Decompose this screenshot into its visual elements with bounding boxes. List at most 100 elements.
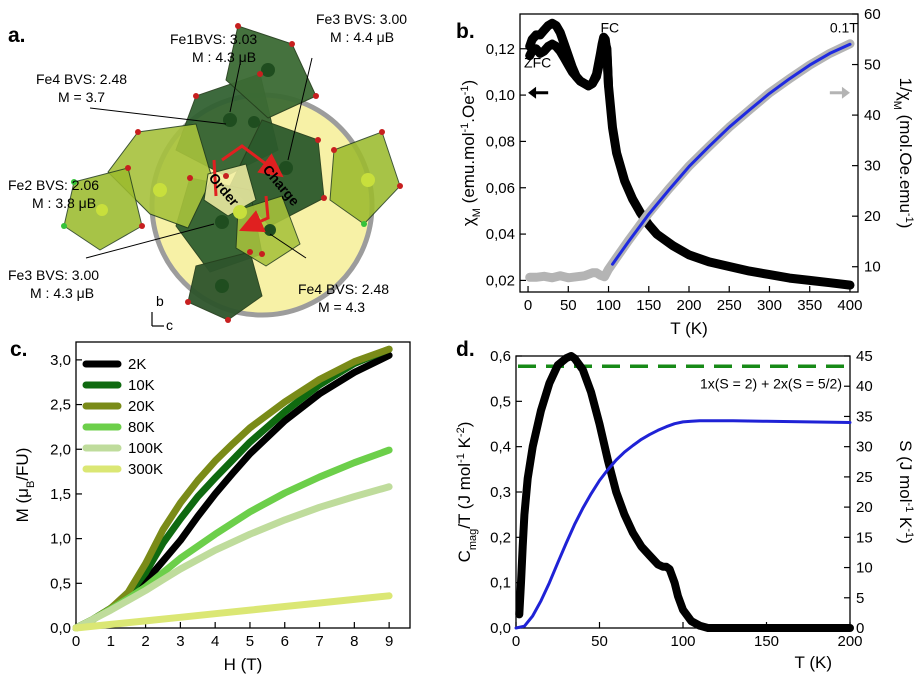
chart-d-plot-frame [515, 355, 851, 629]
panel-b-label: b. [456, 20, 475, 43]
chart-d-y2-tick-label: 20 [856, 499, 873, 516]
chart-d-x-axis-label: T (K) [795, 653, 832, 672]
chart-d-y2-tick-label: 40 [856, 378, 873, 395]
chart-d-x-tick-label: 50 [591, 633, 608, 650]
chart-d-x-tick-label: 150 [754, 633, 779, 650]
chart-b-y-axis-label: χM (emu.mol-1.Oe-1) [459, 80, 483, 226]
chart-b-y2-tick-label: 50 [864, 57, 881, 74]
chart-b-x-tick-label: 350 [797, 297, 822, 314]
chart-c-x-tick-label: 6 [281, 633, 289, 650]
chart-d-y2-tick-label: 10 [856, 560, 873, 577]
panel-c-label: c. [10, 338, 28, 361]
chart-c-x-tick-label: 9 [385, 633, 393, 650]
chart-d-reference-label: 1x(S = 2) + 2x(S = 5/2) [700, 375, 842, 391]
chart-c-y-tick-label: 1,0 [50, 531, 71, 548]
chart-c-y-tick-label: 3,0 [50, 352, 71, 369]
chart-d-y2-tick-label: 35 [856, 408, 873, 425]
chart-b-y-tick-label: 0,06 [486, 180, 515, 197]
chart-b-x-tick-label: 300 [757, 297, 782, 314]
chart-b-x-tick-label: 250 [717, 297, 742, 314]
fe-atoms [96, 63, 375, 293]
chart-b-x-tick-label: 400 [837, 297, 862, 314]
charge-order-arrows [212, 144, 284, 233]
chart-c-plot-frame [75, 341, 411, 629]
chart-b-series-fc [525, 18, 855, 290]
oxygen-atoms [61, 23, 403, 323]
panel-a-label: a. [8, 24, 26, 47]
chart-d-y2-tick-label: 30 [856, 439, 873, 456]
chart-c-series-2k [72, 351, 393, 632]
annotation-fe1-line2: M : 4.3 μB [192, 49, 256, 65]
chart-d-y2-tick-label: 0 [856, 620, 864, 637]
chart-b-x-tick-label: 200 [676, 297, 701, 314]
annotation-fe2-line1: Fe2 BVS: 2.06 [8, 177, 99, 193]
chart-c-x-tick-label: 0 [72, 633, 80, 650]
chart-c-series-10k [72, 345, 393, 632]
chart-d-y2-tick-label: 5 [856, 590, 864, 607]
chart-d-y-tick-label: 0,0 [490, 620, 511, 637]
chart-b-y-tick-label: 0,10 [486, 87, 515, 104]
chart-b-y2-tick-label: 30 [864, 158, 881, 175]
chart-b-x-tick-label: 100 [596, 297, 621, 314]
chart-c-series-20k [72, 345, 393, 632]
chart-c-x-axis-label: H (T) [224, 655, 263, 674]
chart-b-series-zfc [525, 35, 613, 91]
chart-c-x-tick-label: 8 [350, 633, 358, 650]
chart-c-y-tick-label: 0,0 [50, 620, 71, 637]
chart-c-x-tick-label: 1 [107, 633, 115, 650]
chart-b-x-axis-label: T (K) [670, 319, 707, 338]
annotation-fe3-bottom-line1: Fe3 BVS: 3.00 [8, 267, 99, 283]
chart-c-legend-label-20k: 20K [128, 398, 155, 415]
annotation-fe4-right-line1: Fe4 BVS: 2.48 [298, 281, 389, 297]
chart-c-y-tick-label: 2,5 [50, 397, 71, 414]
chart-c-y-tick-label: 0,5 [50, 575, 71, 592]
annotation-fe4-left-line2: M = 3.7 [58, 89, 105, 105]
panel-a: a. [8, 11, 407, 333]
chart-d-y-tick-label: 0,2 [490, 529, 511, 546]
chart-d-series-entropy [514, 419, 852, 630]
chart-c-legend-label-80k: 80K [128, 419, 155, 436]
chart-b-y2-tick-label: 60 [864, 6, 881, 23]
chart-c-legend-label-10k: 10K [128, 377, 155, 394]
chart-c-legend-label-300k: 300K [128, 461, 163, 478]
chart-c-x-tick-label: 4 [211, 633, 219, 650]
chart-b-y-tick-label: 0,12 [486, 41, 515, 58]
chart-c-legend-label-2k: 2K [128, 356, 146, 373]
chart-d-y-tick-label: 0,3 [490, 484, 511, 501]
annotation-fe3-top-line2: M : 4.4 μB [330, 29, 394, 45]
chart-d-x-tick-label: 100 [670, 633, 695, 650]
chart-b-right-arrowhead [841, 86, 850, 99]
chart-b-left-arrowhead [528, 86, 537, 99]
chart-c-x-tick-label: 7 [315, 633, 323, 650]
chart-c-y-tick-label: 1,5 [50, 486, 71, 503]
chart-d-y2-tick-label: 15 [856, 529, 873, 546]
chart-c-series-300k [72, 592, 393, 632]
chart-b-x-tick-label: 50 [560, 297, 577, 314]
chart-b-zfc-label: ZFC [524, 54, 551, 70]
chart-c-series-100k [72, 483, 393, 632]
chart-c-legend-label-100k: 100K [128, 440, 163, 457]
chart-b-y2-axis-label: 1/χM (mol.Oe.emu-1) [891, 78, 915, 229]
chart-d: 0 50 100 150 200 0,0 0,1 0,2 0,3 0,4 0,5 0,6 0 5 10 15 2… [455, 348, 915, 672]
crystal-axes: b c [151, 293, 173, 333]
chart-d-y-tick-label: 0,5 [490, 393, 511, 410]
panel-d-label: d. [456, 338, 475, 361]
chart-d-y2-tick-label: 25 [856, 469, 873, 486]
chart-b-field-label: 0.1T [830, 20, 858, 36]
annotation-fe2-line2: M : 3.8 μB [32, 195, 96, 211]
chart-c: 0 1 2 3 4 5 6 7 8 9 0,0 0,5 1,0 1,5 2,0 2,5 3,0 H (T) M (μ… [13, 341, 411, 674]
annotation-fe4-left-line1: Fe4 BVS: 2.48 [36, 71, 127, 87]
fe-annotations: Fe1BVS: 3.03 M : 4.3 μB Fe3 BVS: 3.00 M … [8, 11, 407, 315]
annotation-fe3-top-line1: Fe3 BVS: 3.00 [316, 11, 407, 27]
chart-b: 0 50 100 150 200 250 300 350 400 0,02 0,04 0,06 0,08… [459, 6, 915, 338]
chart-c-y-axis-label: M (μB/FU) [13, 448, 37, 523]
axis-c-label: c [166, 317, 173, 333]
chart-b-y-tick-label: 0,04 [486, 226, 515, 243]
annotation-fe4-right-line2: M = 4.3 [318, 299, 365, 315]
chart-d-y-axis-label: Cmag/T (J mol-1 K-2) [455, 422, 479, 563]
chart-d-y-tick-label: 0,1 [490, 575, 511, 592]
chart-b-x-tick-label: 150 [636, 297, 661, 314]
chart-d-x-tick-label: 0 [512, 633, 520, 650]
chart-b-series-fit [611, 42, 852, 266]
axis-b-label: b [156, 293, 164, 309]
